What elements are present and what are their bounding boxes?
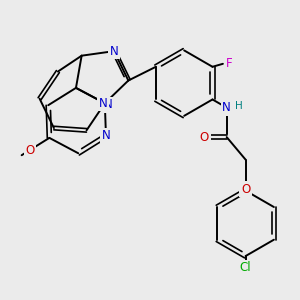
Text: F: F [226,57,232,70]
Text: N: N [110,45,118,58]
Text: O: O [241,182,250,196]
Text: Cl: Cl [240,261,251,274]
Text: O: O [25,143,34,157]
Text: N: N [222,101,231,114]
Text: N: N [102,129,110,142]
Text: H: H [235,101,243,111]
Text: O: O [200,130,209,144]
Text: N: N [99,97,108,110]
Text: N: N [104,98,113,111]
